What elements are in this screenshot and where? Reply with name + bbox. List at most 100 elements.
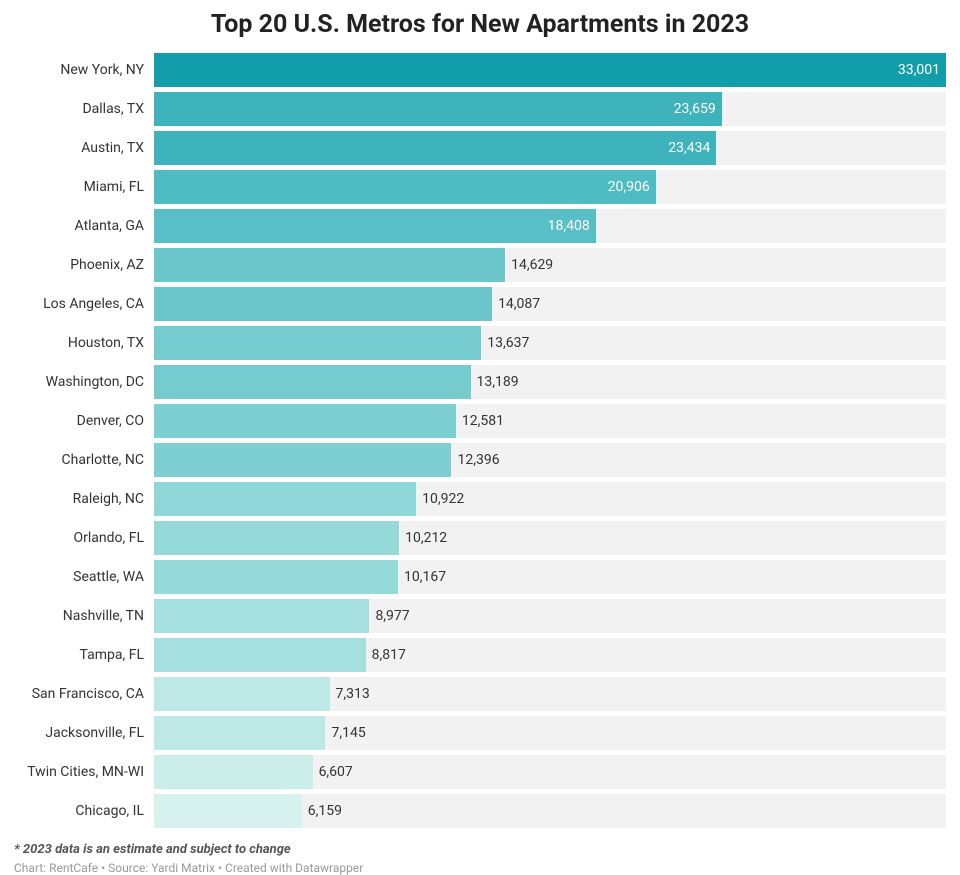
chart-row: Los Angeles, CA14,087 [14, 287, 946, 321]
bar: 20,906 [154, 170, 656, 204]
bar-chart: New York, NY33,001Dallas, TX23,659Austin… [14, 53, 946, 828]
chart-footnote: * 2023 data is an estimate and subject t… [14, 842, 946, 857]
row-label: Tampa, FL [14, 638, 154, 672]
row-label: Seattle, WA [14, 560, 154, 594]
bar-track: 10,212 [154, 521, 946, 555]
chart-row: Denver, CO12,581 [14, 404, 946, 438]
chart-row: Nashville, TN8,977 [14, 599, 946, 633]
bar-track: 12,396 [154, 443, 946, 477]
row-label: Orlando, FL [14, 521, 154, 555]
chart-row: Houston, TX13,637 [14, 326, 946, 360]
bar-track: 13,637 [154, 326, 946, 360]
row-label: Washington, DC [14, 365, 154, 399]
bar-value: 7,313 [336, 686, 370, 702]
chart-row: Washington, DC13,189 [14, 365, 946, 399]
row-label: Phoenix, AZ [14, 248, 154, 282]
bar: 10,922 [154, 482, 416, 516]
row-label: New York, NY [14, 53, 154, 87]
row-label: Raleigh, NC [14, 482, 154, 516]
row-label: Los Angeles, CA [14, 287, 154, 321]
bar-value: 12,581 [462, 413, 504, 429]
bar: 10,167 [154, 560, 398, 594]
chart-row: Phoenix, AZ14,629 [14, 248, 946, 282]
bar-value: 14,087 [498, 296, 540, 312]
bar: 14,087 [154, 287, 492, 321]
bar-track: 23,659 [154, 92, 946, 126]
bar: 7,145 [154, 716, 325, 750]
bar-track: 18,408 [154, 209, 946, 243]
bar: 12,396 [154, 443, 451, 477]
bar-track: 6,159 [154, 794, 946, 828]
bar-value: 10,212 [405, 530, 447, 546]
chart-row: Chicago, IL6,159 [14, 794, 946, 828]
row-label: Denver, CO [14, 404, 154, 438]
bar: 23,659 [154, 92, 722, 126]
bar: 6,159 [154, 794, 302, 828]
bar: 8,817 [154, 638, 366, 672]
row-label: Miami, FL [14, 170, 154, 204]
bar: 23,434 [154, 131, 716, 165]
row-label: Jacksonville, FL [14, 716, 154, 750]
bar: 14,629 [154, 248, 505, 282]
chart-row: Tampa, FL8,817 [14, 638, 946, 672]
bar-track: 8,977 [154, 599, 946, 633]
chart-row: Orlando, FL10,212 [14, 521, 946, 555]
bar: 6,607 [154, 755, 313, 789]
bar-value: 18,408 [548, 218, 590, 234]
bar-value: 6,159 [308, 803, 342, 819]
chart-row: San Francisco, CA7,313 [14, 677, 946, 711]
bar-value: 23,659 [674, 101, 716, 117]
bar-track: 23,434 [154, 131, 946, 165]
chart-row: Dallas, TX 23,659 [14, 92, 946, 126]
bar-value: 8,977 [375, 608, 409, 624]
chart-row: Jacksonville, FL7,145 [14, 716, 946, 750]
bar-track: 14,087 [154, 287, 946, 321]
chart-row: Miami, FL 20,906 [14, 170, 946, 204]
bar-track: 8,817 [154, 638, 946, 672]
row-label: Atlanta, GA [14, 209, 154, 243]
chart-row: Seattle, WA10,167 [14, 560, 946, 594]
bar-value: 10,922 [422, 491, 464, 507]
bar-value: 20,906 [608, 179, 650, 195]
row-label: Houston, TX [14, 326, 154, 360]
bar: 18,408 [154, 209, 596, 243]
bar-value: 12,396 [457, 452, 499, 468]
chart-credit: Chart: RentCafe • Source: Yardi Matrix •… [14, 861, 946, 875]
bar-track: 7,313 [154, 677, 946, 711]
bar-track: 12,581 [154, 404, 946, 438]
bar-value: 8,817 [372, 647, 406, 663]
bar-track: 20,906 [154, 170, 946, 204]
row-label: Dallas, TX [14, 92, 154, 126]
chart-row: Charlotte, NC12,396 [14, 443, 946, 477]
chart-row: Austin, TX23,434 [14, 131, 946, 165]
bar: 33,001 [154, 53, 946, 87]
row-label: Nashville, TN [14, 599, 154, 633]
row-label: Charlotte, NC [14, 443, 154, 477]
bar: 8,977 [154, 599, 369, 633]
chart-row: New York, NY33,001 [14, 53, 946, 87]
bar-track: 7,145 [154, 716, 946, 750]
bar-track: 10,167 [154, 560, 946, 594]
bar: 7,313 [154, 677, 330, 711]
bar-value: 7,145 [331, 725, 365, 741]
bar-value: 14,629 [511, 257, 553, 273]
chart-row: Raleigh, NC10,922 [14, 482, 946, 516]
bar: 10,212 [154, 521, 399, 555]
bar-track: 13,189 [154, 365, 946, 399]
bar: 13,637 [154, 326, 481, 360]
bar-value: 6,607 [319, 764, 353, 780]
bar-value: 13,637 [487, 335, 529, 351]
row-label: San Francisco, CA [14, 677, 154, 711]
chart-row: Twin Cities, MN-WI6,607 [14, 755, 946, 789]
chart-row: Atlanta, GA 18,408 [14, 209, 946, 243]
bar: 12,581 [154, 404, 456, 438]
row-label: Twin Cities, MN-WI [14, 755, 154, 789]
row-label: Chicago, IL [14, 794, 154, 828]
row-label: Austin, TX [14, 131, 154, 165]
bar-value: 10,167 [404, 569, 446, 585]
bar-track: 14,629 [154, 248, 946, 282]
bar: 13,189 [154, 365, 471, 399]
bar-track: 10,922 [154, 482, 946, 516]
bar-track: 33,001 [154, 53, 946, 87]
bar-value: 13,189 [477, 374, 519, 390]
